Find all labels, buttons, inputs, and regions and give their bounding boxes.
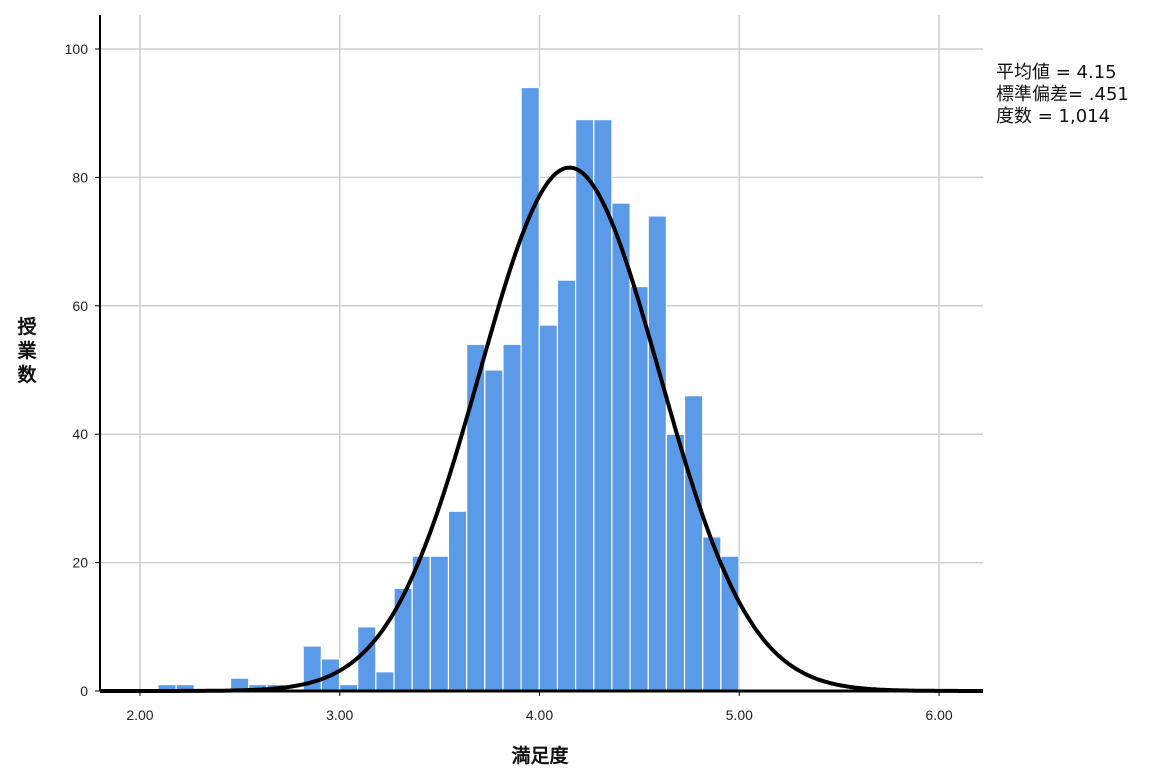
histogram-bar [683,395,704,692]
histogram-bar [665,433,686,692]
y-tick-label: 20 [72,555,88,571]
y-tick-label: 80 [72,169,88,185]
y-axis-title-char: 業 [16,339,37,362]
histogram-bar [411,555,431,692]
histogram-bar [429,555,450,692]
histogram-bar [375,671,395,692]
y-tick-label: 60 [72,298,88,314]
histogram-bar [611,202,631,692]
histogram-bar [538,324,559,692]
histogram-bar [502,343,522,692]
x-tick-label: 2.00 [126,707,153,723]
histogram-bar [575,119,595,692]
histogram-bar [447,510,468,692]
y-tick-label: 100 [65,41,89,57]
x-tick-label: 5.00 [726,707,753,723]
histogram-bar [357,626,377,692]
histogram-bar [720,555,740,692]
histogram-bar [466,343,486,692]
histogram-bar [647,215,667,692]
histogram-bar [556,279,577,692]
stat-line: 標準偏差= .451 [996,84,1129,105]
y-axis-title-char: 授 [17,316,37,338]
histogram-bar [520,86,540,692]
y-tick-labels: 0 20 40 60 80 100 [65,41,100,699]
y-axis-title-char: 数 [17,363,37,386]
y-tick-label: 0 [80,683,88,699]
x-tick-label: 4.00 [526,707,553,723]
y-axis-title: 授業数 [16,316,37,386]
stat-line: 度数 = 1,014 [996,106,1110,127]
y-tick-label: 40 [72,426,88,442]
histogram-bar [484,369,504,692]
histogram-bar [629,285,649,692]
histogram-bars [157,86,740,692]
stat-line: 平均値 = 4.15 [996,62,1117,83]
x-tick-label: 6.00 [925,707,952,723]
x-tick-labels: 2.00 3.00 4.00 5.00 6.00 [126,691,953,723]
x-axis-title: 満足度 [511,744,569,767]
x-tick-label: 3.00 [326,707,353,723]
